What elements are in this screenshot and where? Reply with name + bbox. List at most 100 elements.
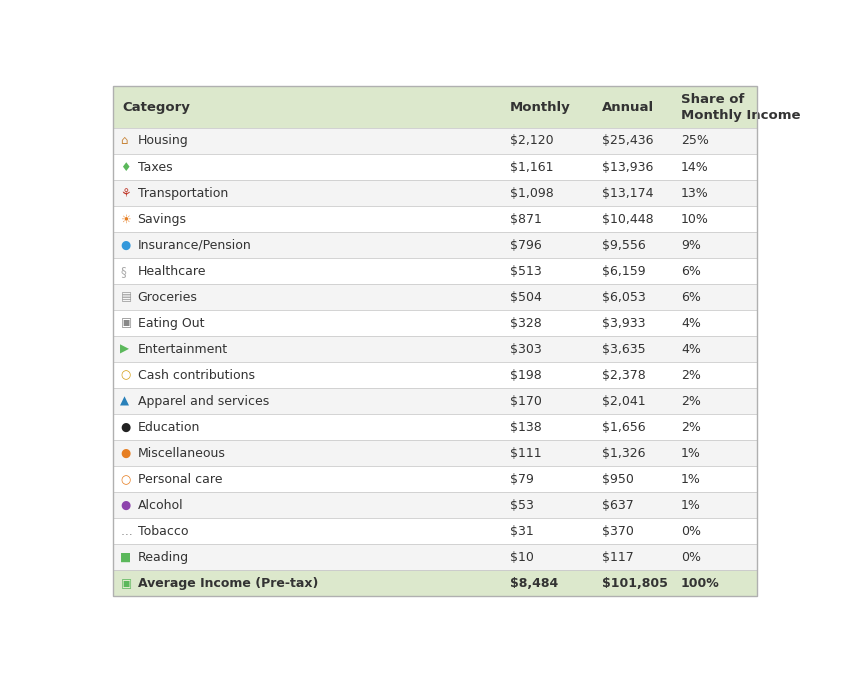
Text: Annual: Annual [602,101,655,114]
Text: Transportation: Transportation [137,187,228,199]
Text: ⚘: ⚘ [120,187,131,199]
Bar [113,362,756,388]
Text: 10%: 10% [681,212,709,226]
Bar [113,518,756,544]
Text: 0%: 0% [681,525,701,538]
Text: ▤: ▤ [120,291,131,304]
Text: Miscellaneous: Miscellaneous [137,447,226,460]
Text: $31: $31 [510,525,534,538]
Bar [113,87,756,128]
Text: $504: $504 [510,291,542,304]
Text: 13%: 13% [681,187,709,199]
Text: $1,098: $1,098 [510,187,554,199]
Text: §: § [120,264,126,278]
Text: $10: $10 [510,551,534,564]
Text: $303: $303 [510,343,542,356]
Text: Reading: Reading [137,551,188,564]
Text: ▲: ▲ [120,395,130,408]
Text: 6%: 6% [681,264,701,278]
Text: $170: $170 [510,395,542,408]
Text: ●: ● [120,499,131,512]
Text: Eating Out: Eating Out [137,316,204,330]
Text: Apparel and services: Apparel and services [137,395,269,408]
Text: $370: $370 [602,525,634,538]
Text: $796: $796 [510,239,542,251]
Bar [113,128,756,154]
Text: $53: $53 [510,499,534,512]
Text: ●: ● [120,239,131,251]
Text: $138: $138 [510,420,542,434]
Text: $2,378: $2,378 [602,368,646,382]
Text: 1%: 1% [681,473,701,486]
Text: $198: $198 [510,368,542,382]
Text: $3,635: $3,635 [602,343,646,356]
Bar [113,258,756,284]
Text: ■: ■ [120,551,131,564]
Bar [113,466,756,492]
Text: ○: ○ [120,473,131,486]
Text: $25,436: $25,436 [602,135,654,147]
Text: Alcohol: Alcohol [137,499,183,512]
Bar [113,492,756,518]
Text: ▶: ▶ [120,343,130,356]
Text: $13,174: $13,174 [602,187,654,199]
Text: 4%: 4% [681,316,701,330]
Text: $13,936: $13,936 [602,160,654,174]
Text: $1,656: $1,656 [602,420,646,434]
Text: $637: $637 [602,499,634,512]
Text: Category: Category [122,101,190,114]
Text: 0%: 0% [681,551,701,564]
Text: …: … [120,525,132,538]
Bar [113,154,756,180]
Text: Savings: Savings [137,212,187,226]
Text: 6%: 6% [681,291,701,304]
Text: $6,159: $6,159 [602,264,646,278]
Bar [113,180,756,206]
Text: $328: $328 [510,316,542,330]
Text: ▣: ▣ [120,577,131,590]
Text: Cash contributions: Cash contributions [137,368,254,382]
Text: $513: $513 [510,264,542,278]
Text: $8,484: $8,484 [510,577,559,590]
Text: Taxes: Taxes [137,160,172,174]
Text: Housing: Housing [137,135,188,147]
Text: ▣: ▣ [120,316,131,330]
Bar [113,336,756,362]
Text: $111: $111 [510,447,542,460]
Text: $101,805: $101,805 [602,577,668,590]
Text: $6,053: $6,053 [602,291,646,304]
Text: $950: $950 [602,473,634,486]
Text: Groceries: Groceries [137,291,198,304]
Text: Education: Education [137,420,200,434]
Text: 25%: 25% [681,135,709,147]
Bar [113,440,756,466]
Text: $2,041: $2,041 [602,395,646,408]
Text: ○: ○ [120,368,131,382]
Text: $117: $117 [602,551,634,564]
Text: Personal care: Personal care [137,473,222,486]
Text: $9,556: $9,556 [602,239,646,251]
Text: $1,326: $1,326 [602,447,645,460]
Text: 1%: 1% [681,447,701,460]
Text: 2%: 2% [681,420,701,434]
Text: $3,933: $3,933 [602,316,645,330]
Text: $2,120: $2,120 [510,135,554,147]
Text: Insurance/Pension: Insurance/Pension [137,239,251,251]
Text: 2%: 2% [681,368,701,382]
Text: ♦: ♦ [120,160,131,174]
Bar [113,388,756,414]
Text: ⌂: ⌂ [120,135,128,147]
Text: Healthcare: Healthcare [137,264,206,278]
Text: Entertainment: Entertainment [137,343,227,356]
Text: ●: ● [120,447,131,460]
Text: 100%: 100% [681,577,720,590]
Text: ☀: ☀ [120,212,131,226]
Bar [113,310,756,336]
Text: 1%: 1% [681,499,701,512]
Bar [113,544,756,571]
Bar [113,571,756,596]
Text: $871: $871 [510,212,542,226]
Text: 14%: 14% [681,160,709,174]
Text: 4%: 4% [681,343,701,356]
Bar [113,414,756,440]
